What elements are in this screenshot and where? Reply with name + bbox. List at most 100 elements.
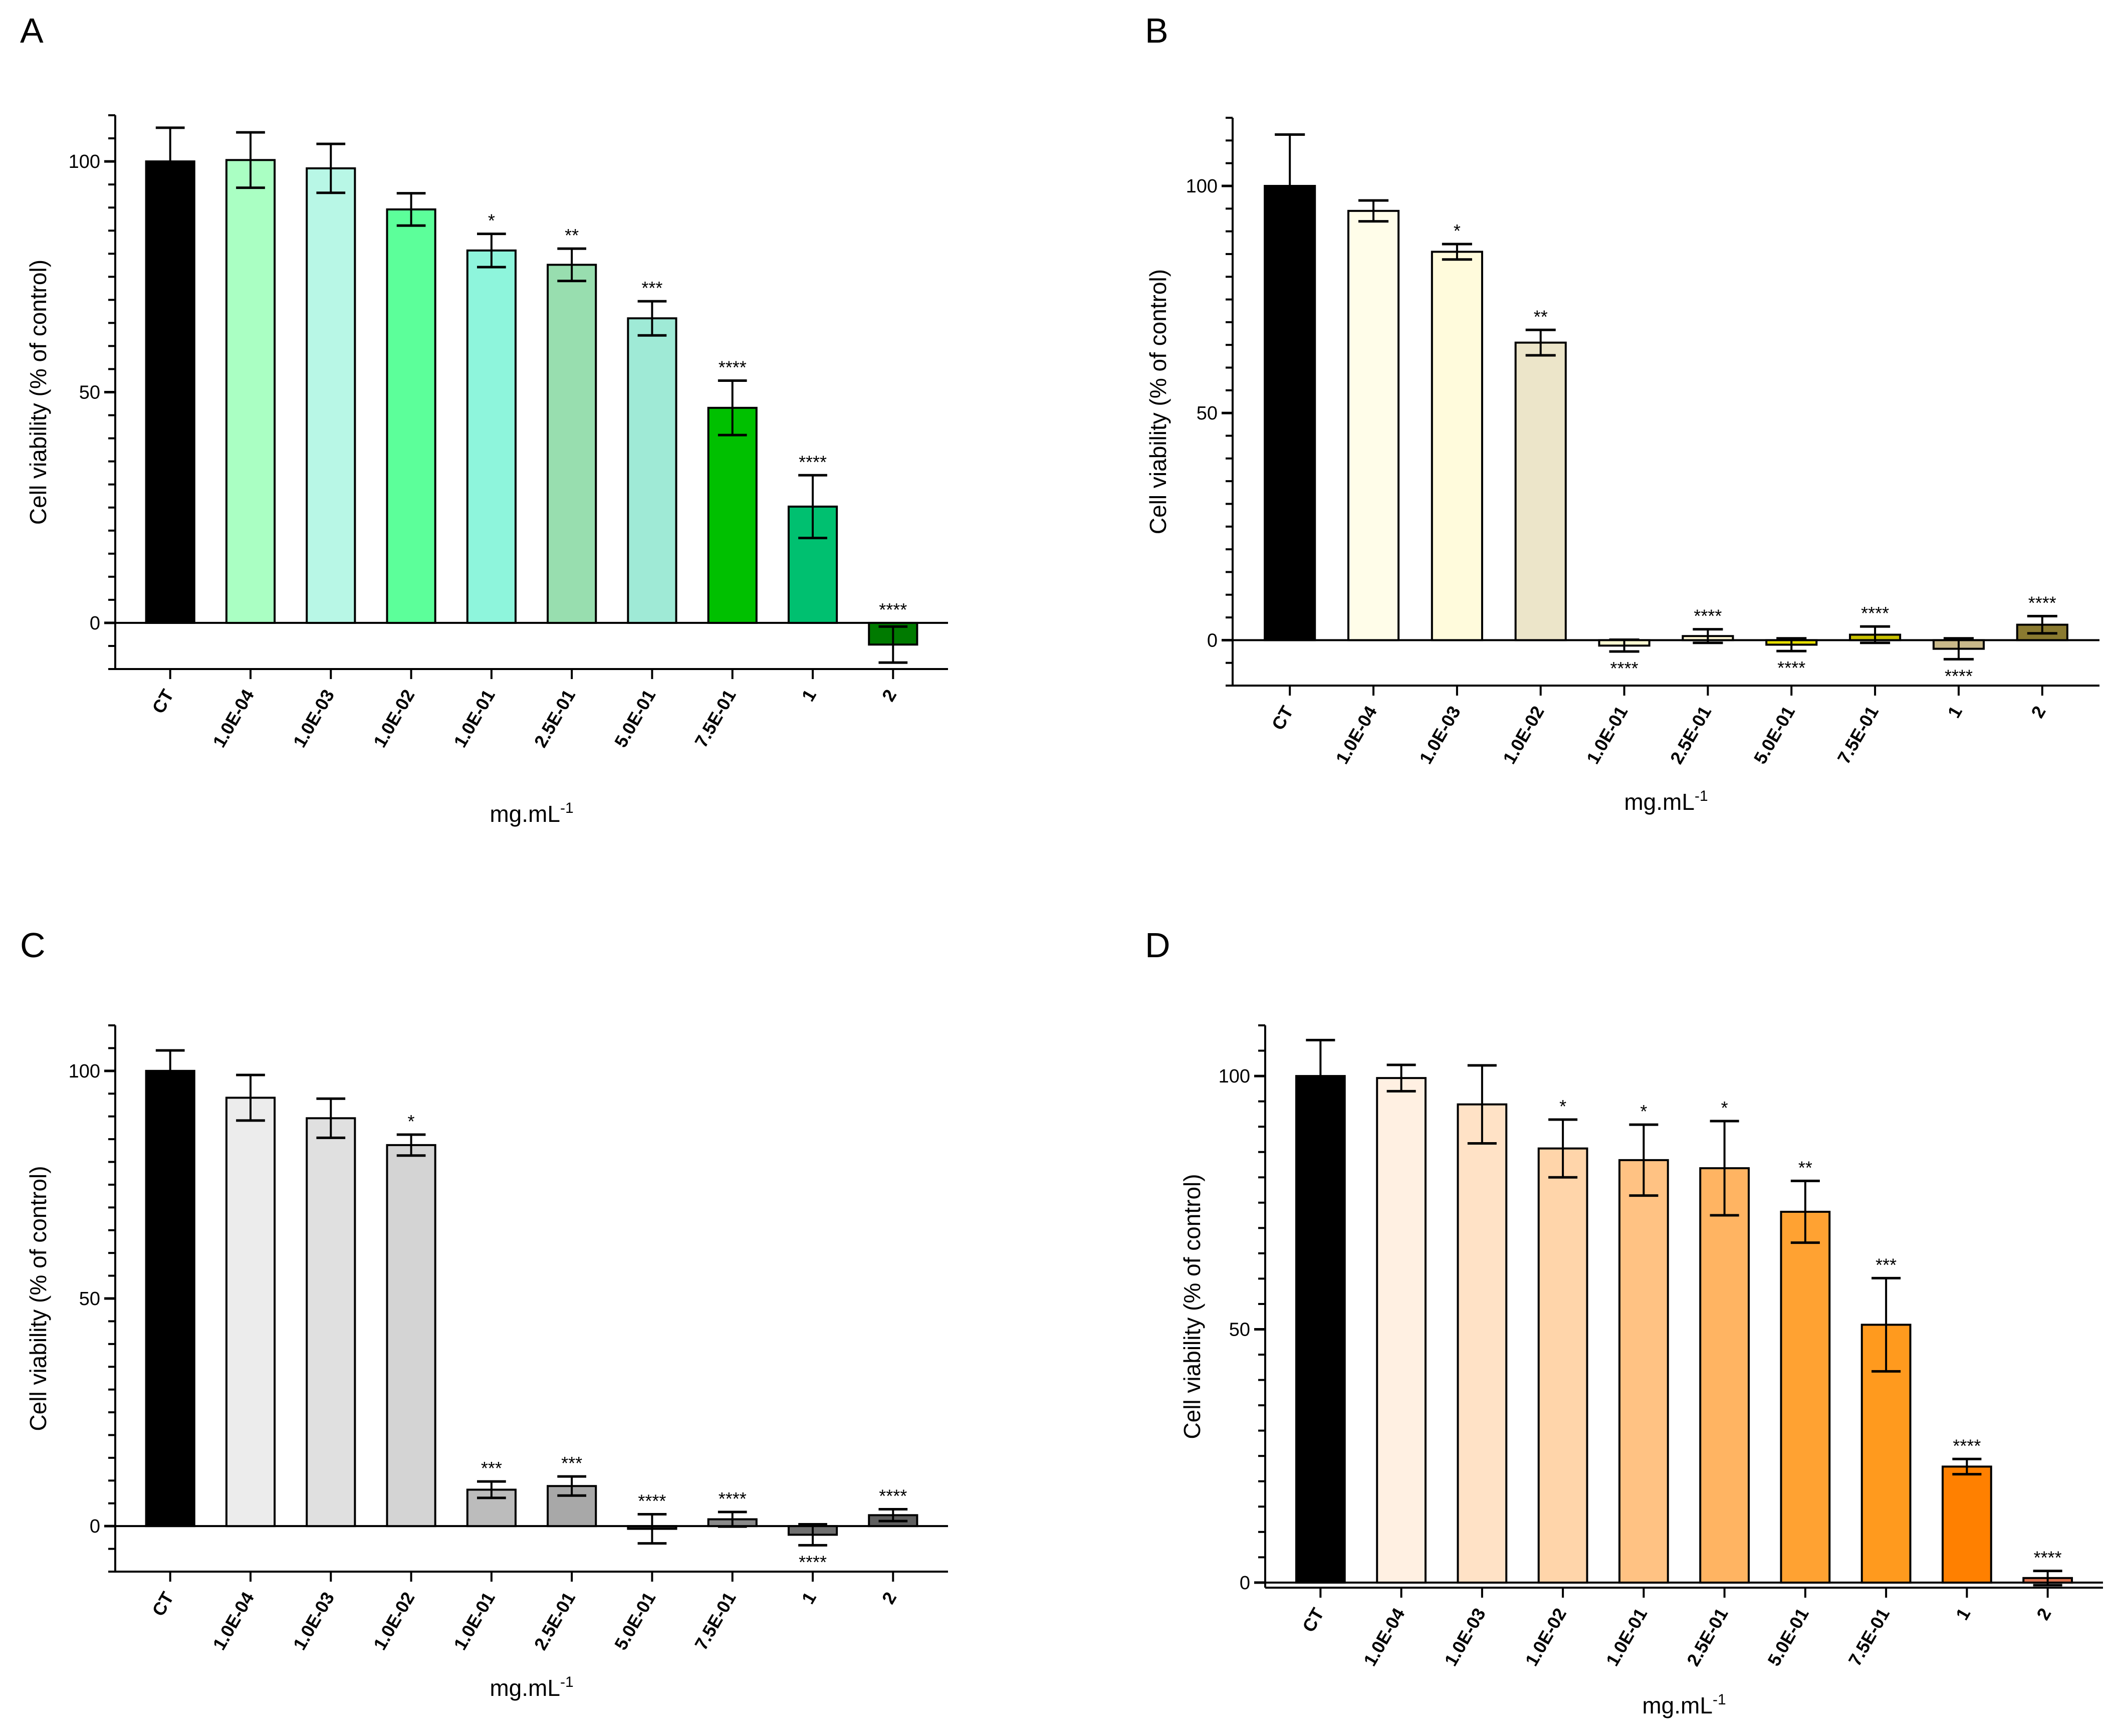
significance-label: ** — [565, 225, 579, 246]
significance-label: **** — [1861, 603, 1889, 623]
y-tick-label: 100 — [1219, 1066, 1250, 1087]
x-axis-title-sup: -1 — [560, 800, 574, 816]
x-tick-label: 7.5E-01 — [1844, 1605, 1894, 1670]
x-tick-label: 1.0E-04 — [208, 1589, 258, 1654]
bar — [225, 1097, 276, 1528]
x-axis-title: mg.mL-1 — [490, 800, 573, 827]
significance-label: * — [1721, 1098, 1728, 1118]
y-tick-label: 0 — [1207, 630, 1218, 651]
significance-label: **** — [1694, 606, 1722, 626]
x-tick-label: 1.0E-03 — [1415, 703, 1465, 768]
significance-label: **** — [879, 599, 907, 620]
y-tick-label: 100 — [69, 1061, 100, 1082]
significance-label: **** — [879, 1486, 907, 1506]
bar — [1618, 1159, 1669, 1584]
significance-label: **** — [719, 357, 747, 377]
significance-label: **** — [2028, 592, 2056, 613]
bar — [1347, 209, 1400, 641]
panel-letter: B — [1145, 11, 1168, 50]
x-tick-label: CT — [1268, 703, 1298, 734]
significance-label: ** — [1798, 1157, 1812, 1178]
x-tick-label: 2 — [2032, 1605, 2055, 1624]
bar — [225, 159, 276, 624]
x-tick-label: 1.0E-03 — [289, 686, 339, 751]
x-tick-label: 1.0E-01 — [1582, 703, 1632, 768]
x-tick-label: CT — [148, 1589, 178, 1620]
x-tick-label: 2 — [878, 1589, 901, 1608]
x-axis-title-sup: -1 — [1695, 788, 1708, 804]
x-tick-label: 2.5E-01 — [1683, 1605, 1732, 1670]
bar — [1457, 1103, 1508, 1584]
y-tick-label: 50 — [1197, 403, 1218, 424]
panel-letter: D — [1145, 926, 1170, 965]
x-tick-label: 7.5E-01 — [690, 686, 740, 751]
significance-label: *** — [641, 278, 662, 298]
x-tick-label: 7.5E-01 — [1833, 703, 1883, 768]
bar — [627, 317, 677, 624]
x-tick-label: 1.0E-01 — [449, 686, 499, 751]
panel-letter: A — [20, 11, 44, 50]
x-tick-label: 1.0E-02 — [369, 1589, 419, 1654]
x-tick-label: 5.0E-01 — [610, 1589, 660, 1654]
x-tick-label: 5.0E-01 — [610, 686, 660, 751]
panel-c: C 0 50 100 Cell viability (% of control) mg.m… — [20, 926, 948, 1701]
bar — [1264, 184, 1316, 641]
x-tick-label: 1.0E-01 — [449, 1589, 499, 1654]
x-tick-label: 2 — [878, 686, 901, 705]
significance-label: **** — [799, 1552, 827, 1572]
significance-label: **** — [638, 1491, 666, 1511]
significance-label: **** — [1945, 666, 1973, 686]
significance-label: * — [1640, 1101, 1647, 1122]
bar — [386, 208, 436, 624]
x-tick-label: 1.0E-02 — [1521, 1605, 1570, 1670]
x-tick-label: 1.0E-02 — [1499, 703, 1548, 768]
x-tick-label: 1 — [797, 686, 820, 705]
bar — [1699, 1167, 1750, 1584]
y-tick-label: 100 — [69, 151, 100, 172]
panel-a: A 0 50 100 Cell viability (% of control) mg.m… — [20, 11, 948, 827]
significance-label: **** — [1610, 658, 1638, 679]
x-axis-title-text: mg.mL — [1642, 1692, 1713, 1718]
x-tick-label: 7.5E-01 — [690, 1589, 740, 1654]
bar — [145, 1069, 195, 1528]
panel-letter: C — [20, 926, 46, 965]
x-axis-title-sup: -1 — [560, 1674, 574, 1690]
significance-label: **** — [2034, 1548, 2062, 1568]
bar — [1780, 1210, 1831, 1584]
x-tick-label: 1 — [1943, 703, 1966, 722]
x-axis-title-text: mg.mL — [490, 801, 560, 827]
bar — [466, 249, 517, 624]
y-axis-title: Cell viability (% of control) — [1179, 1174, 1205, 1439]
significance-label: **** — [1953, 1435, 1981, 1456]
y-tick-label: 0 — [90, 613, 100, 634]
significance-label: **** — [719, 1488, 747, 1509]
bar — [1431, 251, 1483, 641]
significance-label: **** — [1777, 658, 1805, 678]
x-tick-label: 1.0E-03 — [1440, 1605, 1490, 1670]
x-tick-label: 2.5E-01 — [530, 1589, 580, 1654]
significance-label: ** — [1534, 306, 1548, 327]
y-tick-label: 50 — [1229, 1319, 1250, 1340]
x-axis-title: mg.mL-1 — [490, 1674, 573, 1701]
x-tick-label: 1.0E-03 — [289, 1589, 339, 1654]
panel-b: B 0 50 100 Cell viability (% of control) mg.m… — [1145, 11, 2099, 815]
y-tick-label: 0 — [90, 1516, 100, 1537]
y-tick-label: 0 — [1240, 1573, 1250, 1594]
bar — [547, 264, 597, 624]
bar — [1376, 1077, 1427, 1584]
bar — [1537, 1147, 1588, 1584]
x-axis-title-text: mg.mL — [1624, 789, 1695, 815]
x-tick-label: 1.0E-02 — [369, 686, 419, 751]
bar — [707, 406, 758, 624]
x-tick-label: 5.0E-01 — [1763, 1605, 1813, 1670]
y-axis-title: Cell viability (% of control) — [25, 260, 51, 525]
y-tick-label: 100 — [1186, 176, 1218, 197]
x-tick-label: 1.0E-01 — [1602, 1605, 1652, 1670]
x-tick-label: 1.0E-04 — [1331, 703, 1381, 768]
bar — [1514, 341, 1567, 641]
significance-label: *** — [561, 1453, 582, 1473]
significance-label: * — [1454, 221, 1461, 241]
bar — [306, 167, 356, 624]
significance-label: * — [408, 1111, 415, 1132]
